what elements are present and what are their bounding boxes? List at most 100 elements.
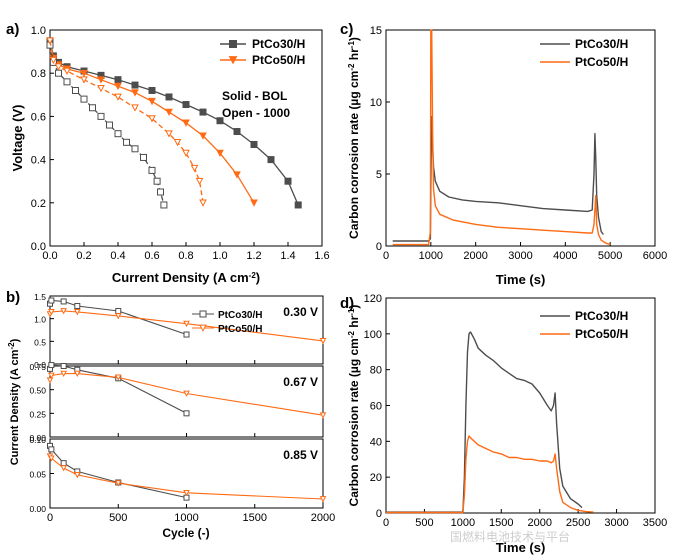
panel-b-point [48,446,55,453]
panel-d-xtick-label: 3000 [604,517,628,529]
panel-a-point [131,81,139,89]
panel-c-legend-label: PtCo50/H [575,55,628,69]
panel-b-legend-marker [199,310,207,318]
panel-b-ylabel-part: -2 [7,342,16,350]
panel-a-point [140,153,147,161]
panel-a-point [148,166,156,174]
panel-d-ylabel-part: -1 [347,308,356,316]
panel-b-sub-ytick-label: 0.75 [29,362,46,372]
panel-a-xlabel-part: ) [256,270,260,285]
panel-c-xlabel: Time (s) [496,272,546,287]
panel-a-xtick-label: 1.4 [280,250,295,262]
panel-d-ylabel-part: Carbon corrosion rate (µg cm [347,338,361,506]
panel-b-point [73,370,81,378]
panel-b-ylabel-part: Current Density (A cm [9,349,21,465]
panel-b-sub-ytick-label: 1.0 [34,315,46,325]
panel-b-point [46,377,54,384]
panel-a-point [165,93,173,101]
panel-b-point [114,374,122,381]
panel-b-sub-xtick-label: 0 [47,512,53,524]
panel-a-point [131,89,139,97]
panel-a-point [148,86,156,94]
panel-d-ytick-label: 100 [364,329,382,341]
panel-b-ylabel: Current Density (A cm-2) [7,338,22,465]
panel-c-ylabel-part: -1 [347,41,356,49]
panel-a-point [97,84,105,93]
panel-a-point [106,121,113,129]
panel-b-point [48,297,55,304]
panel-a-point [97,76,105,84]
panel-a-xlabel-part: -2 [249,271,257,280]
panel-b-point [319,338,327,345]
panel-b-sub-ytick-label: 0.0 [34,360,46,370]
panel-b-legend-marker [199,324,207,332]
panel-b-label: b) [6,289,20,306]
panel-a-point [72,86,79,94]
panel-a-point [199,199,207,207]
panel-a-xtick-label: 1.2 [246,250,261,262]
panel-a-point [80,95,88,103]
panel-c-xtick-label: 5000 [598,250,622,262]
panel-d-ylabel-part: ) [347,305,361,309]
panel-c-xtick-label: 0 [383,250,389,262]
panel-a-point [267,156,275,164]
panel-c-label: c) [340,21,353,38]
panel-b-sub-ytick-label: 0.05 [29,470,46,480]
panel-d-xtick-label: 1000 [451,517,475,529]
panel-d-series-line [386,435,594,514]
panel-d-label: d) [340,295,354,312]
panel-a-point [250,140,258,148]
panel-d-xtick-label: 2000 [527,517,551,529]
panel-a-series-line [49,44,165,206]
panel-a-point [63,78,71,86]
panel-b-point [48,455,55,462]
panel-b-sub-ytick-label: 1.5 [34,292,46,302]
panel-c-ytick-label: 10 [370,97,382,109]
watermark: 国燃料电池技术与平台 [450,530,571,544]
panel-a-point [80,76,88,84]
panel-a-ytick-label: 0.0 [31,241,46,253]
panel-d-xtick-label: 3500 [643,517,667,529]
panel-d-series-line [386,331,583,513]
panel-a-point [89,104,96,112]
panel-d-ytick-label: 0 [376,508,382,520]
panel-a-point [190,164,199,173]
panel-d-ytick-label: 120 [364,293,382,305]
panel-d-ytick-label: 60 [370,401,382,413]
panel-b-sub-ytick-label: 0.50 [29,386,46,396]
panel-a-xtick-label: 1.6 [314,250,329,262]
panel-c-ytick-label: 5 [376,169,382,181]
panel-b-point [183,489,190,497]
panel-a-ytick-label: 1.0 [31,25,46,37]
panel-a-point [160,201,168,209]
panel-b-sub-ytick-label: 0.5 [34,337,46,347]
panel-a-point [131,145,139,153]
panel-b-sub-ytick-label: 0.00 [29,504,46,514]
panel-b-sub-frame [49,295,324,365]
panel-b-point [60,370,67,378]
panel-a-point [199,108,207,116]
panel-c-series-line [392,29,611,246]
panel-a-point [97,112,105,120]
panel-a-point [148,115,156,123]
panel-b-point [73,472,81,479]
panel-a-point [216,117,224,125]
panel-b-legend-label: PtCo30/H [218,310,262,321]
panel-a-point [114,76,122,84]
panel-c-xtick-label: 6000 [643,250,667,262]
panel-c-ylabel-part: ) [347,37,361,41]
panel-a-point [182,101,190,109]
panel-c-ytick-label: 0 [376,241,382,253]
panel-b-sub-ytick-label: 0.10 [29,435,46,445]
panel-a-xtick-label: 0.6 [144,250,159,262]
panel-a-ytick-label: 0.4 [31,155,46,167]
panel-b-point [60,298,67,305]
panel-b-sub-ytick-label: 0.00 [29,433,46,443]
panel-a-point [46,37,54,45]
panel-a-legend-label: PtCo30/H [252,37,305,51]
panel-a-xlabel-part: Current Density (A cm [112,270,249,285]
panel-a-point [123,138,130,146]
panel-a-point [182,149,190,158]
panel-a-ylabel: Voltage (V) [10,105,25,172]
